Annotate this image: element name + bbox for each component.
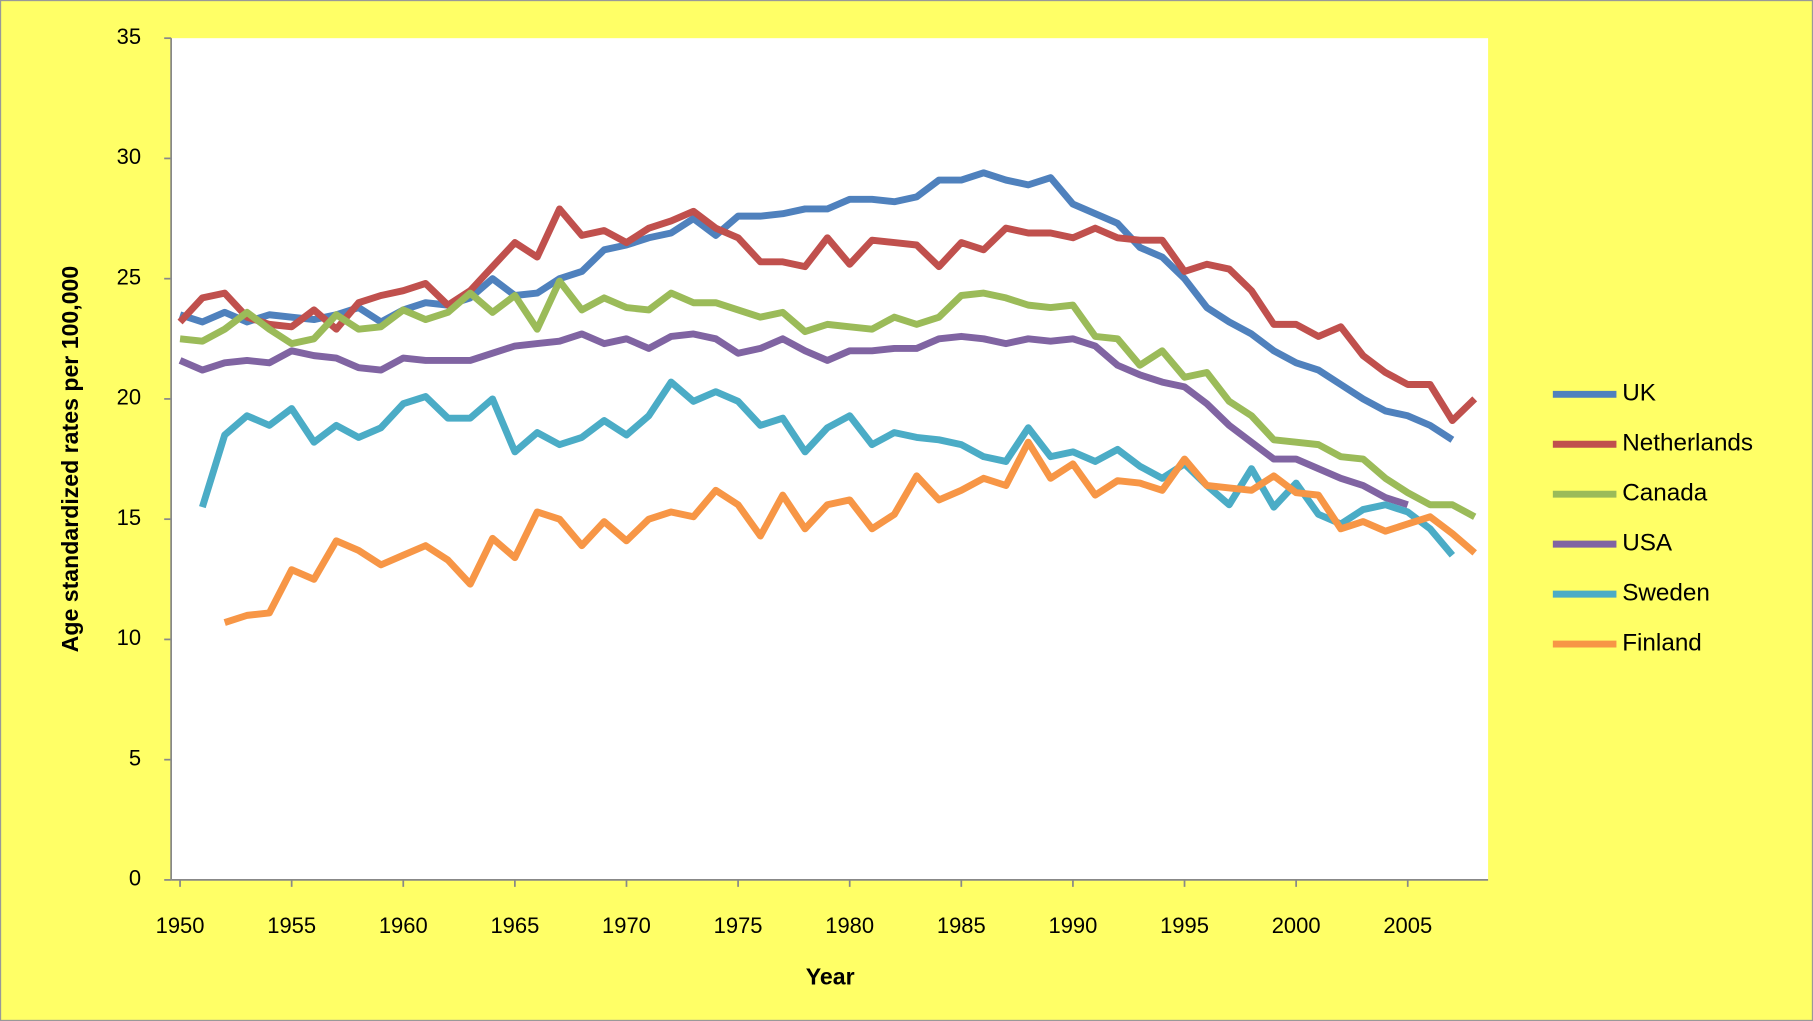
x-tick-label: 1950 bbox=[156, 913, 205, 938]
y-axis-title: Age standardized rates per 100,000 bbox=[57, 266, 83, 653]
legend-label: Netherlands bbox=[1622, 430, 1753, 457]
y-tick-label: 0 bbox=[129, 866, 141, 891]
data-line bbox=[179, 277, 1477, 520]
y-tick-label: 35 bbox=[117, 24, 141, 49]
x-tick-label: 1985 bbox=[937, 913, 986, 938]
data-line bbox=[223, 438, 1477, 626]
x-tick-label: 1965 bbox=[490, 913, 539, 938]
y-tick-label: 15 bbox=[117, 505, 141, 530]
legend-label: Finland bbox=[1622, 629, 1702, 656]
legend-label: Canada bbox=[1622, 480, 1708, 507]
y-tick-label: 20 bbox=[117, 385, 141, 410]
legend-label: Sweden bbox=[1622, 580, 1710, 607]
x-tick-label: 1955 bbox=[267, 913, 316, 938]
y-tick-label: 10 bbox=[117, 625, 141, 650]
y-tick-label: 5 bbox=[129, 745, 141, 770]
y-tick-label: 25 bbox=[117, 264, 141, 289]
x-tick-label: 1995 bbox=[1160, 913, 1209, 938]
x-tick-label: 2005 bbox=[1383, 913, 1432, 938]
x-axis-title: Year bbox=[806, 963, 855, 989]
data-line bbox=[178, 330, 1409, 509]
legend-label: UK bbox=[1622, 380, 1656, 407]
x-tick-label: 1990 bbox=[1048, 913, 1097, 938]
x-tick-label: 2000 bbox=[1272, 913, 1321, 938]
x-tick-label: 1960 bbox=[379, 913, 428, 938]
legend-label: USA bbox=[1622, 530, 1673, 557]
data-line bbox=[199, 378, 1456, 558]
data-line bbox=[177, 205, 1478, 425]
x-tick-label: 1980 bbox=[825, 913, 874, 938]
y-tick-label: 30 bbox=[117, 144, 141, 169]
x-tick-label: 1975 bbox=[714, 913, 763, 938]
x-tick-label: 1970 bbox=[602, 913, 651, 938]
